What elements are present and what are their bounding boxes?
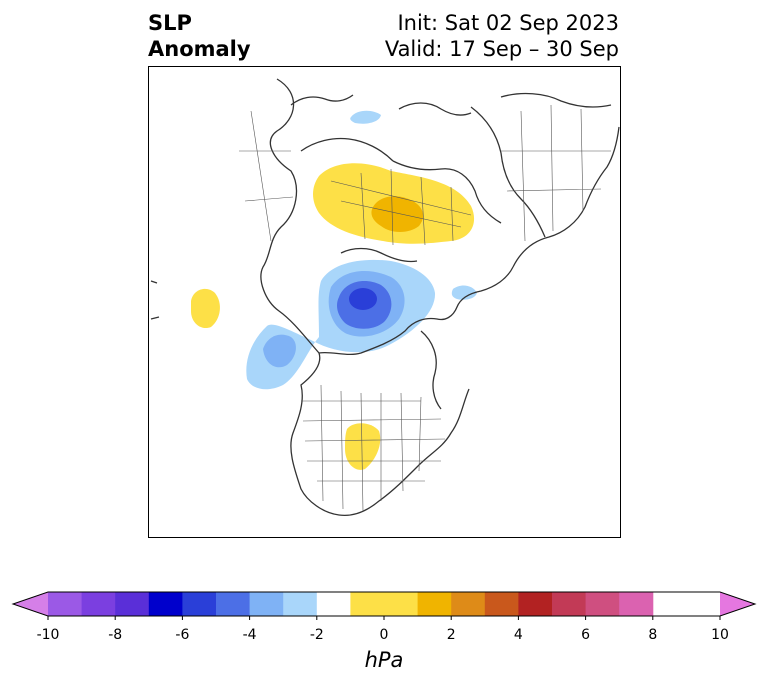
colorbar-bin: [585, 592, 620, 616]
political-borders: [239, 104, 611, 512]
colorbar-tick-label: -8: [108, 627, 123, 643]
colorbar-tick-label: 0: [379, 627, 389, 643]
colorbar-bin: [249, 592, 284, 616]
colorbar-tick-label: -10: [36, 627, 60, 643]
positive-anomaly-small: [191, 288, 381, 470]
colorbar-bin: [552, 592, 587, 616]
colorbar-bin: [518, 592, 553, 616]
negative-anomaly-arctic: [246, 110, 477, 390]
colorbar-bin: [81, 592, 116, 616]
map-title: SLP Anomaly: [148, 10, 251, 62]
colorbar-tick-label: -6: [175, 627, 190, 643]
map-panel: [148, 66, 621, 538]
valid-range: Valid: 17 Sep – 30 Sep: [384, 37, 619, 61]
coastlines: [150, 78, 620, 517]
colorbar-bin: [48, 592, 83, 616]
colorbar-bin: [148, 592, 183, 616]
colorbar-tick-label: 6: [581, 627, 591, 643]
colorbar-bin: [619, 592, 654, 616]
colorbar-tick-label: -4: [242, 627, 257, 643]
colorbar-bin: [451, 592, 486, 616]
colorbar-bin: [115, 592, 150, 616]
colorbar-tick-label: 2: [446, 627, 456, 643]
colorbar-unit-label: hPa: [364, 648, 404, 672]
init-date: Init: Sat 02 Sep 2023: [397, 11, 619, 35]
colorbar-bin: [417, 592, 452, 616]
title-line-2: Anomaly: [148, 37, 251, 61]
anomaly-fills: [191, 110, 477, 470]
positive-anomaly-europe: [313, 163, 475, 244]
colorbar: [11, 591, 757, 620]
anomaly-map: [150, 78, 620, 517]
colorbar-bin: [283, 592, 318, 616]
date-info: Init: Sat 02 Sep 2023 Valid: 17 Sep – 30…: [385, 10, 619, 62]
colorbar-bin: [216, 592, 251, 616]
colorbar-tick-label: 10: [711, 627, 729, 643]
colorbar-tick-label: -2: [309, 627, 324, 643]
colorbar-bin: [182, 592, 217, 616]
colorbar-bin: [350, 592, 419, 616]
colorbar-bin: [484, 592, 519, 616]
colorbar-extend-min: [13, 592, 48, 616]
colorbar-tick-label: 8: [648, 627, 658, 643]
colorbar-extend-max: [720, 592, 755, 616]
colorbar-tick-label: 4: [513, 627, 523, 643]
colorbar-bin: [316, 592, 351, 616]
title-line-1: SLP: [148, 11, 192, 35]
